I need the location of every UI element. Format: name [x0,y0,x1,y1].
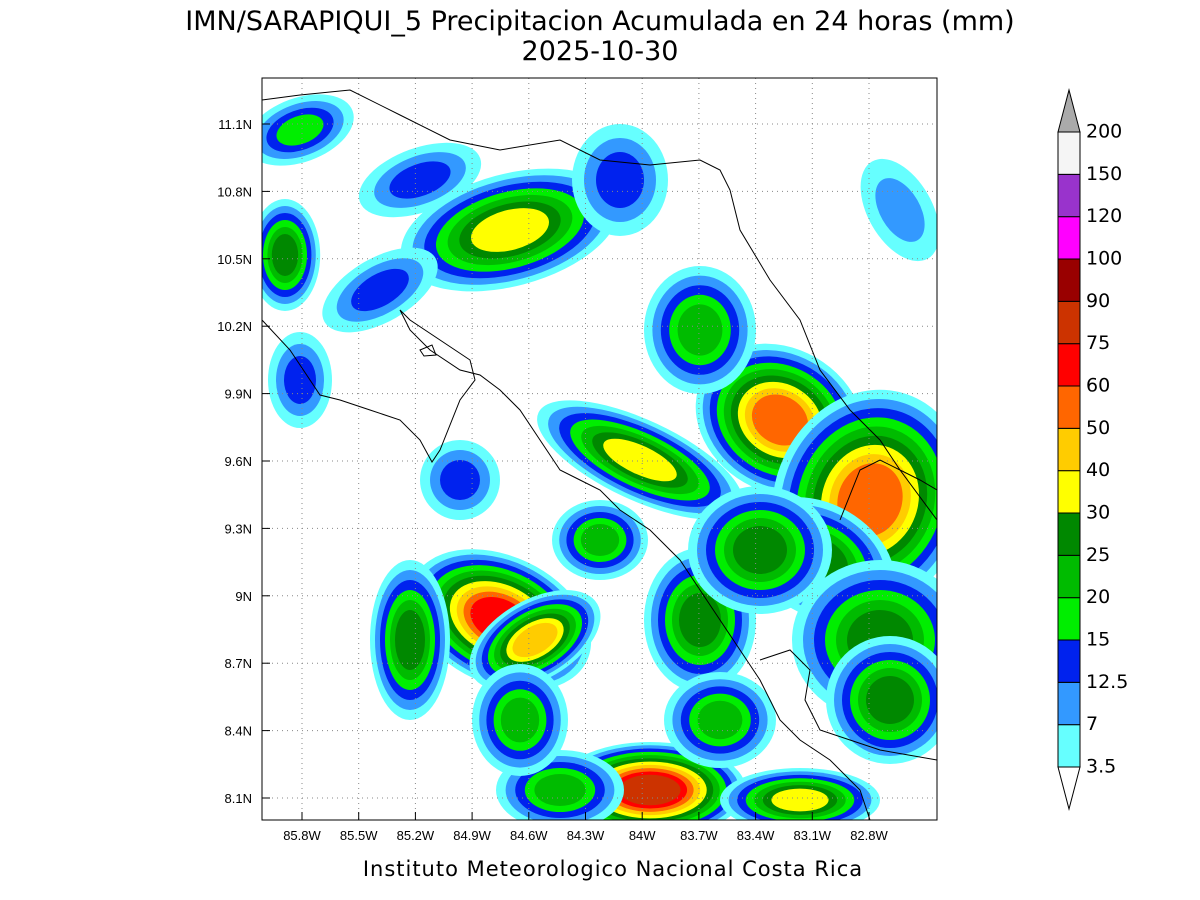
rain-blob [534,774,586,806]
rain-blob [440,460,480,500]
rain-blob [697,700,743,740]
lat-label: 9N [235,589,252,604]
colorbar-bin [1057,258,1081,302]
rain-blob [500,697,540,743]
precip-field [262,94,937,820]
colorbar-label: 30 [1086,502,1110,524]
lon-label: 84.9W [453,828,491,843]
colorbar: 3.5 7 12.5 15 20 25 30 40 50 60 75 90 100 120 150 200 [1057,88,1128,811]
colorbar-label: 7 [1086,713,1098,735]
colorbar-label: 50 [1086,417,1110,439]
lon-label: 84W [629,828,656,843]
rain-blob [619,774,681,806]
colorbar-label: 12.5 [1086,671,1128,693]
lat-label: 10.2N [217,319,252,334]
colorbar-label: 90 [1086,290,1110,312]
colorbar-label: 40 [1086,459,1110,481]
lat-label: 9.9N [225,387,252,402]
footer: Instituto Meteorologico Nacional Costa R… [363,857,863,881]
lon-label: 84.6W [510,828,548,843]
colorbar-bin [1057,343,1081,387]
colorbar-bin [1057,597,1081,641]
rain-blob [751,394,809,446]
rain-blob [733,526,787,574]
rain-blob [284,356,316,404]
colorbar-label: 100 [1086,248,1122,270]
map-frame [261,77,938,821]
rain-blob [580,524,620,556]
lat-label: 10.5N [217,252,252,267]
lat-label: 8.4N [225,724,252,739]
colorbar-label: 150 [1086,163,1122,185]
rain-blob [389,161,451,199]
colorbar-bin [1057,724,1081,768]
colorbar-bin [1057,427,1081,472]
colorbar-label: 15 [1086,629,1110,651]
rain-blob [771,788,829,812]
rain-blob [351,268,409,312]
lon-label: 85.5W [340,828,378,843]
colorbar-label: 60 [1086,375,1110,397]
rain-blob [603,438,677,482]
colorbar-label: 120 [1086,205,1122,227]
lat-label: 9.6N [225,454,252,469]
colorbar-bin [1057,300,1081,345]
colorbar-bin [1057,554,1081,599]
colorbar-bin [1057,131,1081,175]
lon-label: 85.8W [283,828,321,843]
rain-blob [679,593,721,647]
rain-blob [677,304,723,356]
colorbar-bin [1057,512,1081,556]
colorbar-label: 25 [1086,544,1110,566]
lon-label: 84.3W [567,828,605,843]
colorbar-label: 75 [1086,332,1110,354]
rain-blob [276,114,324,146]
colorbar-bin [1057,470,1081,514]
colorbar-bin [1057,639,1081,683]
colorbar-under [1057,766,1081,811]
lat-label: 9.3N [225,521,252,536]
coastline [262,89,937,820]
rain-blob [471,208,549,252]
grid: 85.8W 85.5W 85.2W 84.9W 84.6W 84.3W 84W 83.7W 83… [217,78,937,843]
lat-label: 10.8N [217,184,252,199]
colorbar-label: 20 [1086,586,1110,608]
rain-blob [866,676,914,724]
colorbar-bin [1057,681,1081,726]
subtitle: 2025-10-30 [522,36,679,67]
lon-label: 83.7W [680,828,718,843]
lon-label: 83.1W [794,828,832,843]
rain-blob [395,610,425,670]
colorbar-over [1057,88,1081,133]
lat-label: 8.7N [225,656,252,671]
rain-blob [512,622,558,658]
colorbar-bin [1057,173,1081,218]
colorbar-label: 200 [1086,121,1122,143]
rain-blob [596,152,644,208]
lat-label: 11.1N [218,117,252,132]
colorbar-bin [1057,216,1081,260]
lat-label: 8.1N [225,791,252,806]
lon-label: 85.2W [397,828,435,843]
rain-blob [271,234,299,276]
lon-label: 83.4W [737,828,775,843]
lon-label: 82.8W [850,828,888,843]
title: IMN/SARAPIQUI_5 Precipitacion Acumulada … [185,6,1014,37]
colorbar-bin [1057,385,1081,429]
colorbar-label: 3.5 [1086,756,1116,778]
rain-blob [875,178,925,242]
